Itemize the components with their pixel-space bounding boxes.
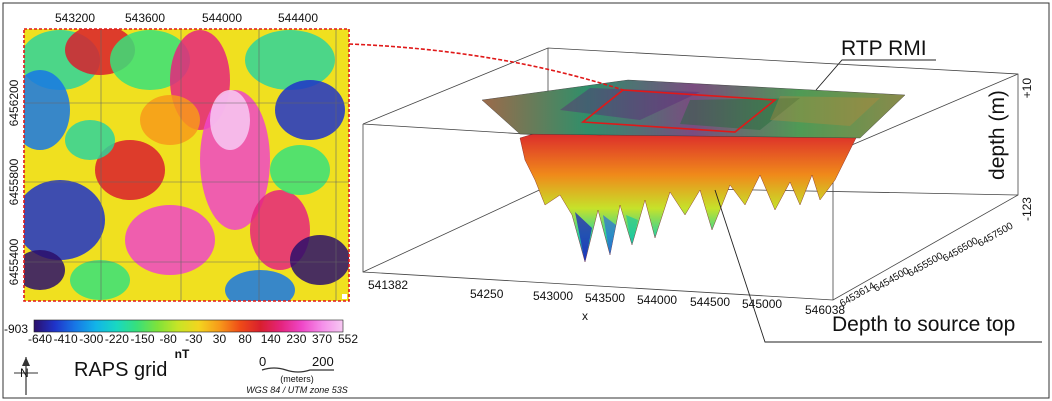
x-tick: 54250 (470, 287, 504, 301)
colorbar-unit: nT (175, 347, 190, 361)
scalebar-line (261, 367, 334, 373)
scalebar-crs: WGS 84 / UTM zone 53S (246, 385, 348, 395)
rtp-rmi-surface (481, 79, 906, 139)
colorbar-tick: 230 (286, 332, 306, 346)
colorbar-bar (33, 319, 344, 333)
block-x-axis: x 541382 54250 543000 543500 544000 544500 545… (368, 278, 845, 323)
depth-bottom-label: -123 (1020, 197, 1034, 221)
colorbar-ticks: -640 -410 -300 -220 -150 -80 -30 30 80 140 230 370 (28, 332, 332, 346)
3d-block: RTP RMI +10 -123 depth (m) x 541382 54250… (348, 37, 1042, 343)
map-y-tick: 6456200 (7, 79, 21, 126)
surface-label: RTP RMI (841, 37, 927, 60)
surface-highlight-box (580, 89, 778, 133)
scale-bar: 0 200 (meters) WGS 84 / UTM zone 53S (246, 354, 348, 395)
x-tick: 546038 (805, 303, 845, 317)
grid-label: RAPS grid (74, 359, 167, 381)
map-color-field (24, 29, 349, 301)
source-label-leader (714, 189, 1042, 343)
depth-source-surface (519, 127, 861, 263)
depth-axis-label: depth (m) (986, 90, 1009, 180)
colorbar-tick: 80 (238, 332, 252, 346)
y-tick: 6456500 (941, 235, 981, 264)
scalebar-unit: (meters) (280, 374, 314, 384)
map-y-tick: 6455400 (7, 238, 21, 285)
colorbar-tick: 30 (213, 332, 227, 346)
colorbar-max-label: 552 (338, 332, 358, 346)
x-axis-label: x (582, 309, 588, 323)
x-tick: 544500 (690, 295, 730, 309)
colorbar-min-label: -903 (4, 322, 28, 336)
map-x-ticks: 543200 543600 544000 544400 (55, 11, 318, 25)
colorbar-tick: -220 (105, 332, 129, 346)
y-tick: 6457500 (976, 220, 1016, 249)
colorbar-tick: -410 (54, 332, 78, 346)
depth-top-label: +10 (1020, 78, 1034, 99)
map-x-tick: 543600 (125, 11, 165, 25)
map-x-tick: 544400 (278, 11, 318, 25)
x-tick: 541382 (368, 278, 408, 292)
source-label: Depth to source top (832, 313, 1015, 336)
colorbar-tick: -640 (28, 332, 52, 346)
scalebar-zero: 0 (259, 354, 266, 369)
x-tick: 543500 (585, 291, 625, 305)
north-arrow-icon: N (14, 357, 38, 395)
map-y-ticks: 6456200 6455800 6455400 (7, 79, 21, 285)
map-corner-marker (342, 294, 347, 299)
map-x-tick: 543200 (55, 11, 95, 25)
x-tick: 544000 (637, 293, 677, 307)
colorbar-tick: -150 (131, 332, 155, 346)
map-y-tick: 6455800 (7, 158, 21, 205)
map-frame (23, 28, 350, 302)
connector-line (348, 43, 624, 91)
surface-label-leader (815, 59, 936, 91)
x-tick: 543000 (533, 289, 573, 303)
colorbar-tick: 140 (261, 332, 281, 346)
colorbar-tick: -300 (79, 332, 103, 346)
colorbar: -903 552 -640 -410 -300 -220 -150 -80 -30 30 80 1… (4, 319, 358, 361)
raps-grid-map: 543200 543600 544000 544400 645620064558006… (7, 11, 350, 302)
colorbar-tick: -30 (185, 332, 203, 346)
colorbar-tick: 370 (312, 332, 332, 346)
x-tick: 545000 (742, 297, 782, 311)
map-gridlines (24, 29, 349, 301)
colorbar-tick: -80 (160, 332, 178, 346)
map-x-tick: 544000 (202, 11, 242, 25)
depth-axis: +10 -123 depth (m) (986, 78, 1034, 221)
north-label: N (20, 366, 29, 380)
scalebar-max: 200 (312, 354, 334, 369)
